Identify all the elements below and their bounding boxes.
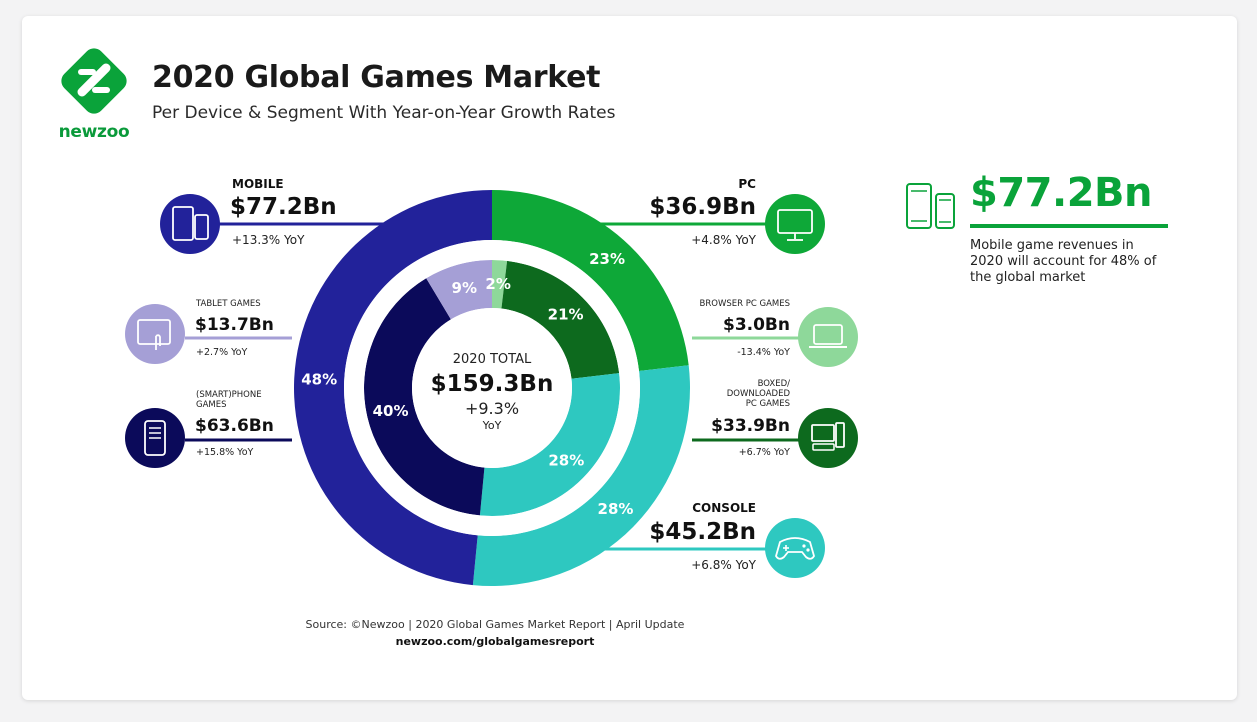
console-slice — [472, 365, 690, 586]
tablet-name: TABLET GAMES — [195, 299, 261, 309]
mobile-devices-icon — [160, 194, 220, 254]
inner-ring — [344, 240, 640, 536]
highlight-underline — [970, 224, 1168, 228]
highlight-text: Mobile game revenues in 2020 will accoun… — [970, 238, 1157, 285]
browser-pc-slice — [492, 260, 508, 309]
brand-wordmark: newzoo — [58, 122, 130, 142]
highlight-value: $77.2Bn — [970, 170, 1153, 216]
mobile-value: $77.2Bn — [230, 194, 337, 220]
pc-share-label: 23% — [589, 250, 625, 268]
center-label: 2020 TOTAL — [453, 352, 532, 367]
phone-yoy: +15.8% YoY — [196, 447, 254, 458]
mobile-name: MOBILE — [232, 177, 284, 191]
smartphone-slice — [363, 278, 485, 516]
console-share-label: 28% — [598, 500, 634, 518]
browser-pc-share-label: 2% — [485, 275, 510, 293]
center-hole — [412, 308, 572, 468]
mobile-yoy: +13.3% YoY — [232, 233, 305, 247]
boxed-value: $33.9Bn — [711, 416, 790, 436]
phone-name-line2: GAMES — [196, 400, 227, 410]
boxed-yoy: +6.7% YoY — [739, 447, 790, 458]
console-name: CONSOLE — [692, 501, 756, 515]
phone-name-line1: (SMART)PHONE — [196, 390, 262, 400]
source-url: newzoo.com/globalgamesreport — [395, 635, 595, 648]
boxed-pc-share-label: 21% — [548, 306, 584, 324]
tablet-slice — [426, 260, 492, 320]
center-total: $159.3Bn — [431, 371, 554, 397]
laptop-icon — [798, 307, 858, 367]
mobile-share-label: 48% — [301, 371, 337, 389]
ring-labels: 23% 28% 48% 2% 21% 28% 40% 9% — [301, 250, 633, 518]
browser-value: $3.0Bn — [723, 315, 790, 335]
monitor-icon — [765, 194, 825, 254]
source-note: Source: ©Newzoo | 2020 Global Games Mark… — [305, 618, 685, 631]
smartphone-icon — [125, 408, 185, 468]
boxed-name-line2: DOWNLOADED — [727, 389, 791, 399]
outer-ring — [293, 190, 690, 586]
desktop-computer-icon — [798, 408, 858, 468]
console-value: $45.2Bn — [649, 519, 756, 545]
browser-yoy: -13.4% YoY — [737, 347, 790, 358]
tablet-share-label: 9% — [452, 279, 477, 297]
newzoo-logo-mark-icon — [61, 48, 127, 114]
center-yoy: YoY — [482, 419, 502, 432]
pc-value: $36.9Bn — [649, 194, 756, 220]
boxed-name-line3: PC GAMES — [746, 399, 790, 409]
phone-value: $63.6Bn — [195, 416, 274, 436]
gamepad-icon — [765, 518, 825, 578]
newzoo-logo: newzoo — [55, 42, 133, 142]
tablet-value: $13.7Bn — [195, 315, 274, 335]
pc-name: PC — [738, 177, 756, 191]
pc-yoy: +4.8% YoY — [691, 233, 756, 247]
ring-separator — [344, 240, 640, 536]
console-inner-share-label: 28% — [548, 452, 584, 470]
boxed-name-line1: BOXED/ — [758, 379, 791, 389]
console-inner-slice — [479, 373, 621, 516]
tablet-yoy: +2.7% YoY — [196, 347, 247, 358]
page-subtitle: Per Device & Segment With Year-on-Year G… — [152, 103, 616, 123]
tablet-icon — [125, 304, 185, 364]
pc-slice — [492, 190, 689, 371]
center-growth: +9.3% — [465, 399, 519, 418]
browser-name: BROWSER PC GAMES — [700, 299, 790, 309]
console-yoy: +6.8% YoY — [691, 558, 756, 572]
mobile-highlight-icon — [906, 183, 955, 229]
mobile-slice — [293, 190, 492, 586]
page-title: 2020 Global Games Market — [152, 60, 601, 95]
boxed-pc-slice — [501, 260, 620, 379]
smartphone-share-label: 40% — [373, 402, 409, 420]
